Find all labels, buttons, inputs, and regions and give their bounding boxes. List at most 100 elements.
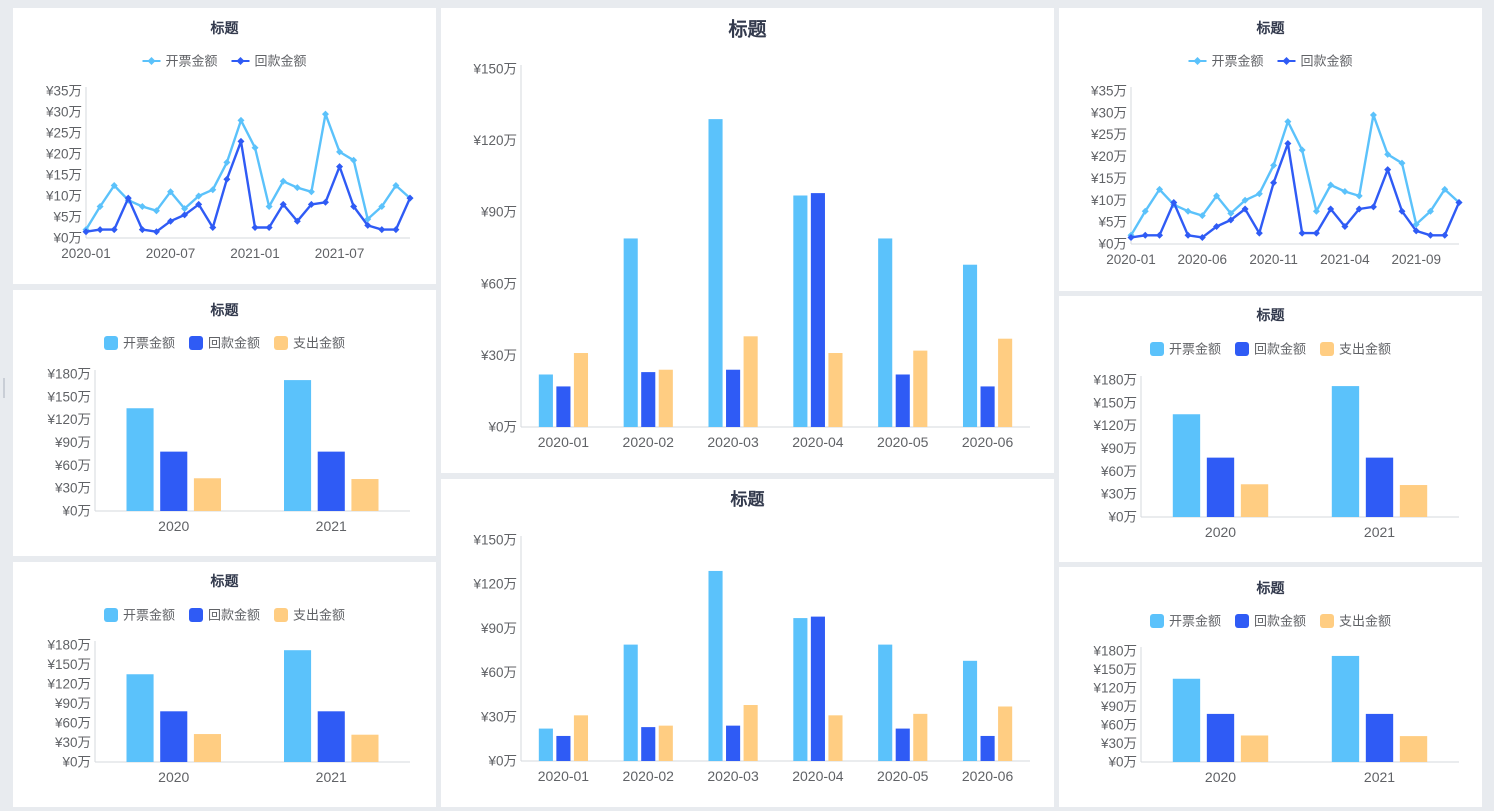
legend-label: 支出金额 xyxy=(293,336,345,351)
data-point xyxy=(293,217,301,225)
y-tick-label: ¥150万 xyxy=(1092,395,1137,410)
data-point xyxy=(378,226,386,234)
data-point xyxy=(223,158,231,166)
y-tick-label: ¥0万 xyxy=(52,231,82,246)
bar-payment xyxy=(1206,457,1235,517)
bar-invoice xyxy=(1172,414,1201,517)
legend-label: 支出金额 xyxy=(1339,342,1391,357)
legend-label: 回款金额 xyxy=(255,54,307,69)
chart-title: 标题 xyxy=(210,302,240,318)
legend: 开票金额 回款金额 支出金额 xyxy=(104,336,345,351)
legend-item: 开票金额 xyxy=(1188,54,1264,69)
bar-invoice xyxy=(284,380,312,511)
legend-label: 回款金额 xyxy=(208,608,260,623)
chart-title: 标题 xyxy=(728,19,766,41)
legend-item: 回款金额 xyxy=(189,608,260,623)
axes: ¥0万 ¥30万 ¥60万 ¥90万 ¥120万 ¥150万 ¥180万 xyxy=(1092,644,1459,770)
legend-swatch xyxy=(189,608,203,622)
y-tick-label: ¥150万 xyxy=(1092,662,1137,677)
data-point xyxy=(1455,198,1463,206)
data-point xyxy=(82,228,90,236)
legend-item: 开票金额 xyxy=(1150,614,1221,629)
y-tick-label: ¥150万 xyxy=(46,389,91,404)
data-point xyxy=(364,215,372,223)
legend-swatch xyxy=(1235,614,1249,628)
legend: 开票金额 回款金额 支出金额 xyxy=(104,608,345,623)
y-tick-label: ¥120万 xyxy=(1092,418,1137,433)
data-point xyxy=(1213,192,1221,200)
data-point xyxy=(1341,223,1349,231)
legend-item: 开票金额 xyxy=(142,54,218,69)
legend-swatch xyxy=(1150,342,1164,356)
bar-payment xyxy=(317,451,345,511)
x-tick-label: 2021-04 xyxy=(1320,252,1370,267)
y-tick-label: ¥90万 xyxy=(1100,699,1137,714)
bar-chart-center-top: 标题 ¥0万 ¥30万 ¥60万 ¥90万 ¥120万 ¥150万 2020-01 2020-0… xyxy=(472,19,1030,450)
data-point xyxy=(392,182,400,189)
legend: 开票金额 回款金额 支出金额 xyxy=(1150,614,1391,629)
data-point xyxy=(138,203,146,210)
data-point xyxy=(1312,229,1320,237)
legend-label: 回款金额 xyxy=(208,336,260,351)
data-point xyxy=(195,192,203,200)
bar-payment xyxy=(810,193,825,427)
y-tick-label: ¥150万 xyxy=(472,62,517,77)
data-point xyxy=(1127,233,1135,241)
legend-swatch xyxy=(1320,614,1334,628)
bar-payment xyxy=(726,725,741,761)
y-tick-label: ¥60万 xyxy=(1100,464,1137,479)
x-tick-label: 2020 xyxy=(1205,769,1236,785)
chart-panel-right-mid: 标题 开票金额 回款金额 支出金额 ¥0万 ¥30万 ¥60万 ¥90万 ¥120万 ¥150万 ¥… xyxy=(1059,296,1482,562)
x-tick-label: 2021-01 xyxy=(230,246,280,261)
data-point xyxy=(1270,179,1278,187)
data-point xyxy=(1198,233,1206,241)
data-point xyxy=(181,205,189,213)
data-point xyxy=(1227,209,1235,217)
y-tick-label: ¥60万 xyxy=(54,716,91,731)
resize-handle[interactable] xyxy=(3,378,5,398)
data-point xyxy=(1312,207,1320,215)
x-tick-label: 2021 xyxy=(1364,524,1395,540)
x-tick-label: 2020-01 xyxy=(538,768,590,784)
y-tick-label: ¥60万 xyxy=(480,276,517,291)
y-tick-label: ¥60万 xyxy=(1100,718,1137,733)
data-point xyxy=(1426,231,1434,239)
y-tick-label: ¥0万 xyxy=(1107,510,1137,525)
chart-title: 标题 xyxy=(210,20,240,36)
chart-panel-right-top: 标题 开票金额 回款金额 ¥0万 ¥5万 ¥10万 ¥15万 ¥20万 ¥25万 ¥30万 ¥35万… xyxy=(1059,8,1482,291)
bar-expense xyxy=(913,713,928,761)
data-point xyxy=(1355,205,1363,213)
y-tick-label: ¥30万 xyxy=(45,105,82,120)
bar-payment xyxy=(1365,713,1394,762)
x-tick-label: 2020-07 xyxy=(146,246,196,261)
y-tick-label: ¥30万 xyxy=(54,481,91,496)
bar-expense xyxy=(743,336,758,427)
bar-invoice xyxy=(962,264,978,427)
series-payment xyxy=(1127,139,1463,241)
data-point xyxy=(1441,231,1449,239)
data-point xyxy=(223,175,231,183)
data-point xyxy=(1341,188,1349,196)
chart-panel-left-bottom: 标题 开票金额 回款金额 支出金额 ¥0万 ¥30万 ¥60万 ¥90万 ¥120万 ¥150万 ¥… xyxy=(13,562,436,807)
bar-invoice xyxy=(793,618,808,761)
data-point xyxy=(1255,190,1263,198)
y-tick-label: ¥20万 xyxy=(1090,149,1127,164)
data-point xyxy=(1198,212,1206,220)
bar-invoice xyxy=(538,728,553,761)
data-point xyxy=(1355,192,1363,200)
data-point xyxy=(406,194,414,202)
data-point xyxy=(350,156,358,164)
data-point xyxy=(307,200,315,208)
y-tick-label: ¥0万 xyxy=(487,754,517,769)
bar-invoice xyxy=(708,119,723,428)
y-tick-label: ¥30万 xyxy=(54,735,91,750)
data-point xyxy=(1241,205,1249,213)
y-tick-label: ¥150万 xyxy=(472,533,517,548)
bar-expense xyxy=(658,725,673,761)
